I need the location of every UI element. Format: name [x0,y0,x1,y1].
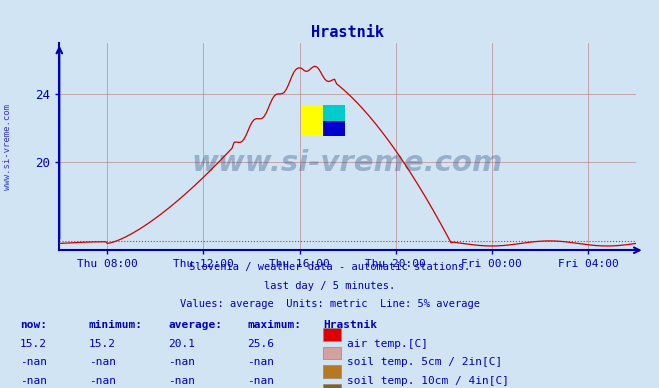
Text: -nan: -nan [20,357,47,367]
Text: average:: average: [168,320,222,330]
Bar [324,105,345,121]
Bar [302,105,324,136]
Text: 25.6: 25.6 [247,339,274,349]
Text: 20.1: 20.1 [168,339,195,349]
Text: -nan: -nan [168,376,195,386]
Text: Slovenia / weather data - automatic stations.: Slovenia / weather data - automatic stat… [189,262,470,272]
Text: minimum:: minimum: [89,320,143,330]
Text: -nan: -nan [247,376,274,386]
Text: 15.2: 15.2 [89,339,116,349]
Text: soil temp. 10cm / 4in[C]: soil temp. 10cm / 4in[C] [347,376,509,386]
Text: www.si-vreme.com: www.si-vreme.com [3,104,13,191]
Text: -nan: -nan [20,376,47,386]
Text: maximum:: maximum: [247,320,301,330]
Text: www.si-vreme.com: www.si-vreme.com [192,149,503,177]
Text: -nan: -nan [89,376,116,386]
Title: Hrastnik: Hrastnik [311,25,384,40]
Text: -nan: -nan [168,357,195,367]
Text: Hrastnik: Hrastnik [323,320,377,330]
Text: Values: average  Units: metric  Line: 5% average: Values: average Units: metric Line: 5% a… [179,299,480,309]
Text: -nan: -nan [89,357,116,367]
Text: last day / 5 minutes.: last day / 5 minutes. [264,281,395,291]
Text: -nan: -nan [247,357,274,367]
Text: 15.2: 15.2 [20,339,47,349]
Bar [324,121,345,136]
Text: air temp.[C]: air temp.[C] [347,339,428,349]
Text: soil temp. 5cm / 2in[C]: soil temp. 5cm / 2in[C] [347,357,502,367]
Text: now:: now: [20,320,47,330]
